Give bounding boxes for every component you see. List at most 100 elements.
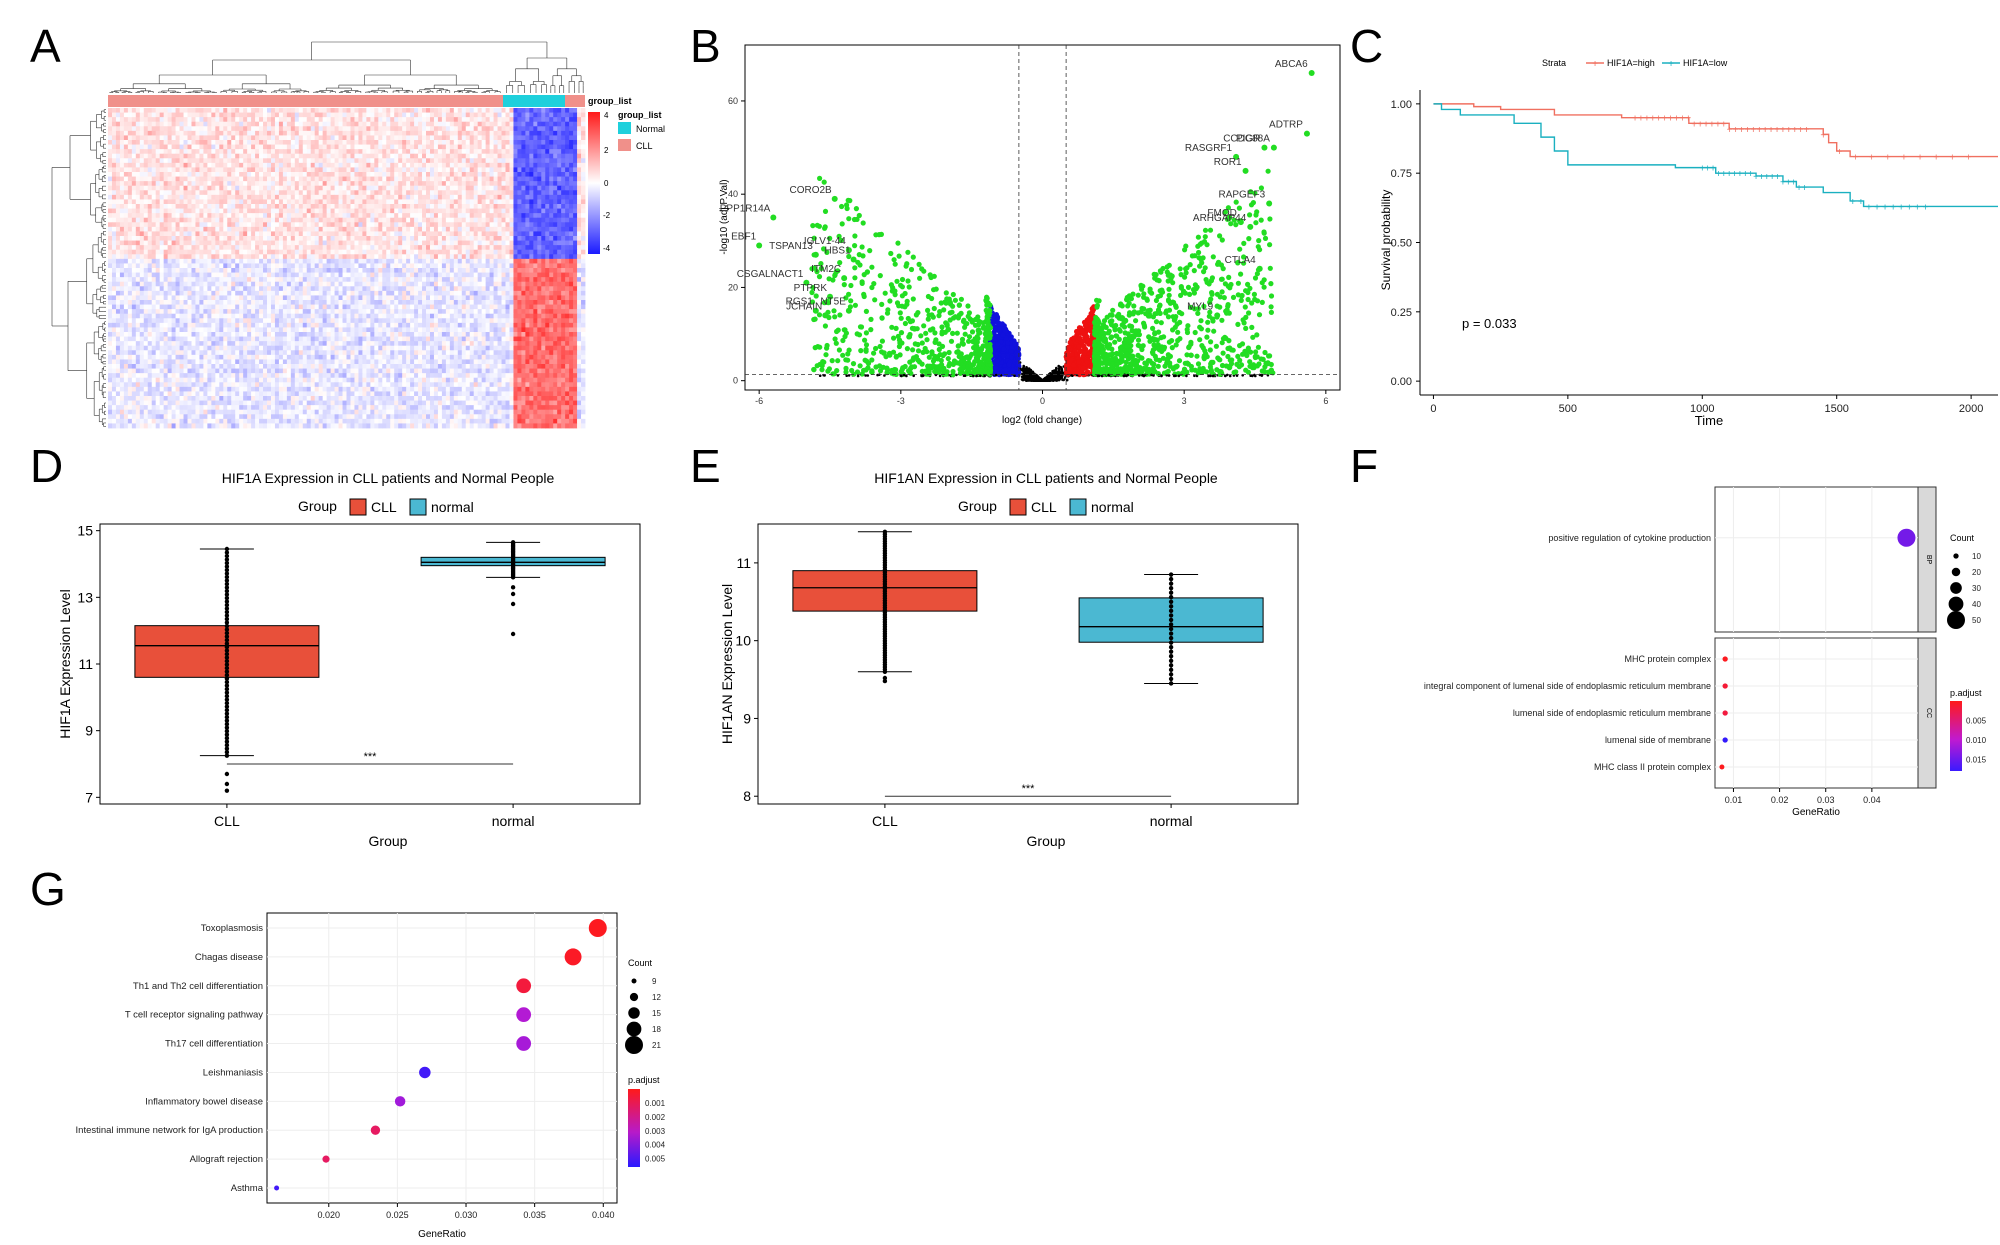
heatmap-cell	[390, 117, 395, 123]
heatmap-cell	[465, 130, 471, 136]
heatmap-cell	[493, 149, 498, 155]
heatmap-cell	[418, 126, 423, 132]
heatmap-cell	[282, 108, 288, 113]
heatmap-cell	[243, 245, 248, 251]
heatmap-cell	[282, 112, 288, 118]
heatmap-cell	[569, 249, 574, 255]
heatmap-cell	[374, 190, 379, 196]
heatmap-cell	[481, 199, 487, 205]
heatmap-cell	[509, 140, 514, 145]
heatmap-cell	[441, 222, 447, 228]
heatmap-cell	[127, 249, 133, 255]
heatmap-cell	[322, 190, 328, 196]
heatmap-cell	[338, 236, 343, 241]
heatmap-cell	[215, 172, 220, 177]
heatmap-cell	[390, 226, 395, 232]
heatmap-cell	[553, 117, 558, 123]
heatmap-cell	[557, 194, 562, 200]
heatmap-cell	[298, 112, 304, 118]
heatmap-cell	[231, 204, 236, 209]
heatmap-cell	[207, 108, 212, 113]
heatmap-cell	[167, 263, 173, 269]
heatmap-cell	[374, 213, 379, 219]
heatmap-cell	[374, 249, 379, 255]
heatmap-cell	[477, 199, 483, 205]
heatmap-cell	[227, 108, 232, 113]
heatmap-cell	[211, 144, 216, 150]
heatmap-cell	[577, 158, 582, 164]
heatmap-cell	[163, 126, 169, 132]
heatmap-cell	[302, 130, 308, 136]
heatmap-cell	[429, 176, 435, 182]
heatmap-cell	[469, 208, 475, 214]
heatmap-cell	[163, 245, 169, 251]
heatmap-cell	[115, 190, 121, 196]
heatmap-cell	[119, 158, 125, 164]
heatmap-cell	[159, 135, 165, 141]
heatmap-cell	[247, 249, 252, 255]
heatmap-cell	[485, 140, 491, 145]
heatmap-cell	[175, 254, 180, 260]
heatmap-cell	[115, 126, 121, 132]
heatmap-cell	[179, 162, 184, 168]
heatmap-cell	[398, 181, 403, 187]
heatmap-cell	[211, 217, 216, 223]
heatmap-cell	[227, 185, 232, 191]
heatmap-cell	[306, 172, 312, 177]
heatmap-cell	[159, 199, 165, 205]
heatmap-cell	[195, 213, 200, 219]
heatmap-cell	[513, 181, 518, 187]
heatmap-cell	[533, 263, 538, 269]
heatmap-cell	[207, 144, 212, 150]
heatmap-cell	[418, 240, 423, 246]
heatmap-cell	[418, 263, 423, 269]
heatmap-cell	[207, 231, 212, 237]
heatmap-cell	[267, 208, 272, 214]
heatmap-cell	[481, 254, 487, 260]
heatmap-cell	[318, 217, 324, 223]
heatmap-cell	[553, 130, 558, 136]
heatmap-cell	[414, 144, 419, 150]
heatmap-cell	[374, 158, 379, 164]
heatmap-cell	[211, 140, 216, 145]
heatmap-cell	[481, 153, 487, 159]
heatmap-cell	[374, 172, 379, 177]
heatmap-cell	[135, 130, 141, 136]
heatmap-cell	[366, 199, 371, 205]
heatmap-cell	[342, 258, 347, 264]
heatmap-cell	[457, 112, 463, 118]
heatmap-cell	[314, 135, 320, 141]
heatmap-cell	[509, 112, 514, 118]
heatmap-cell	[211, 135, 216, 141]
heatmap-cell	[207, 258, 212, 264]
heatmap-cell	[175, 126, 180, 132]
heatmap-cell	[493, 245, 498, 251]
heatmap-cell	[398, 231, 403, 237]
heatmap-cell	[223, 258, 228, 264]
row-dendrogram	[51, 109, 106, 427]
heatmap-cell	[545, 176, 550, 182]
heatmap-cell	[525, 112, 530, 118]
heatmap-cell	[243, 199, 248, 205]
heatmap-cell	[223, 158, 228, 164]
heatmap-cell	[358, 144, 363, 150]
heatmap-cell	[211, 190, 216, 196]
heatmap-cell	[569, 135, 574, 141]
heatmap-cell	[473, 185, 479, 191]
heatmap-cell	[390, 135, 395, 141]
heatmap-cell	[243, 190, 248, 196]
heatmap-cell	[437, 231, 443, 237]
heatmap-cell	[171, 249, 176, 255]
heatmap-cell	[207, 158, 212, 164]
heatmap-cell	[139, 149, 145, 155]
heatmap-cell	[481, 126, 487, 132]
heatmap-cell	[489, 153, 494, 159]
heatmap-cell	[390, 194, 395, 200]
heatmap-cell	[545, 140, 550, 145]
heatmap-cell	[243, 135, 248, 141]
heatmap-cell	[537, 140, 542, 145]
heatmap-cell	[215, 249, 220, 255]
heatmap-cell	[274, 240, 280, 246]
heatmap-cell	[513, 199, 518, 205]
heatmap-cell	[549, 190, 554, 196]
